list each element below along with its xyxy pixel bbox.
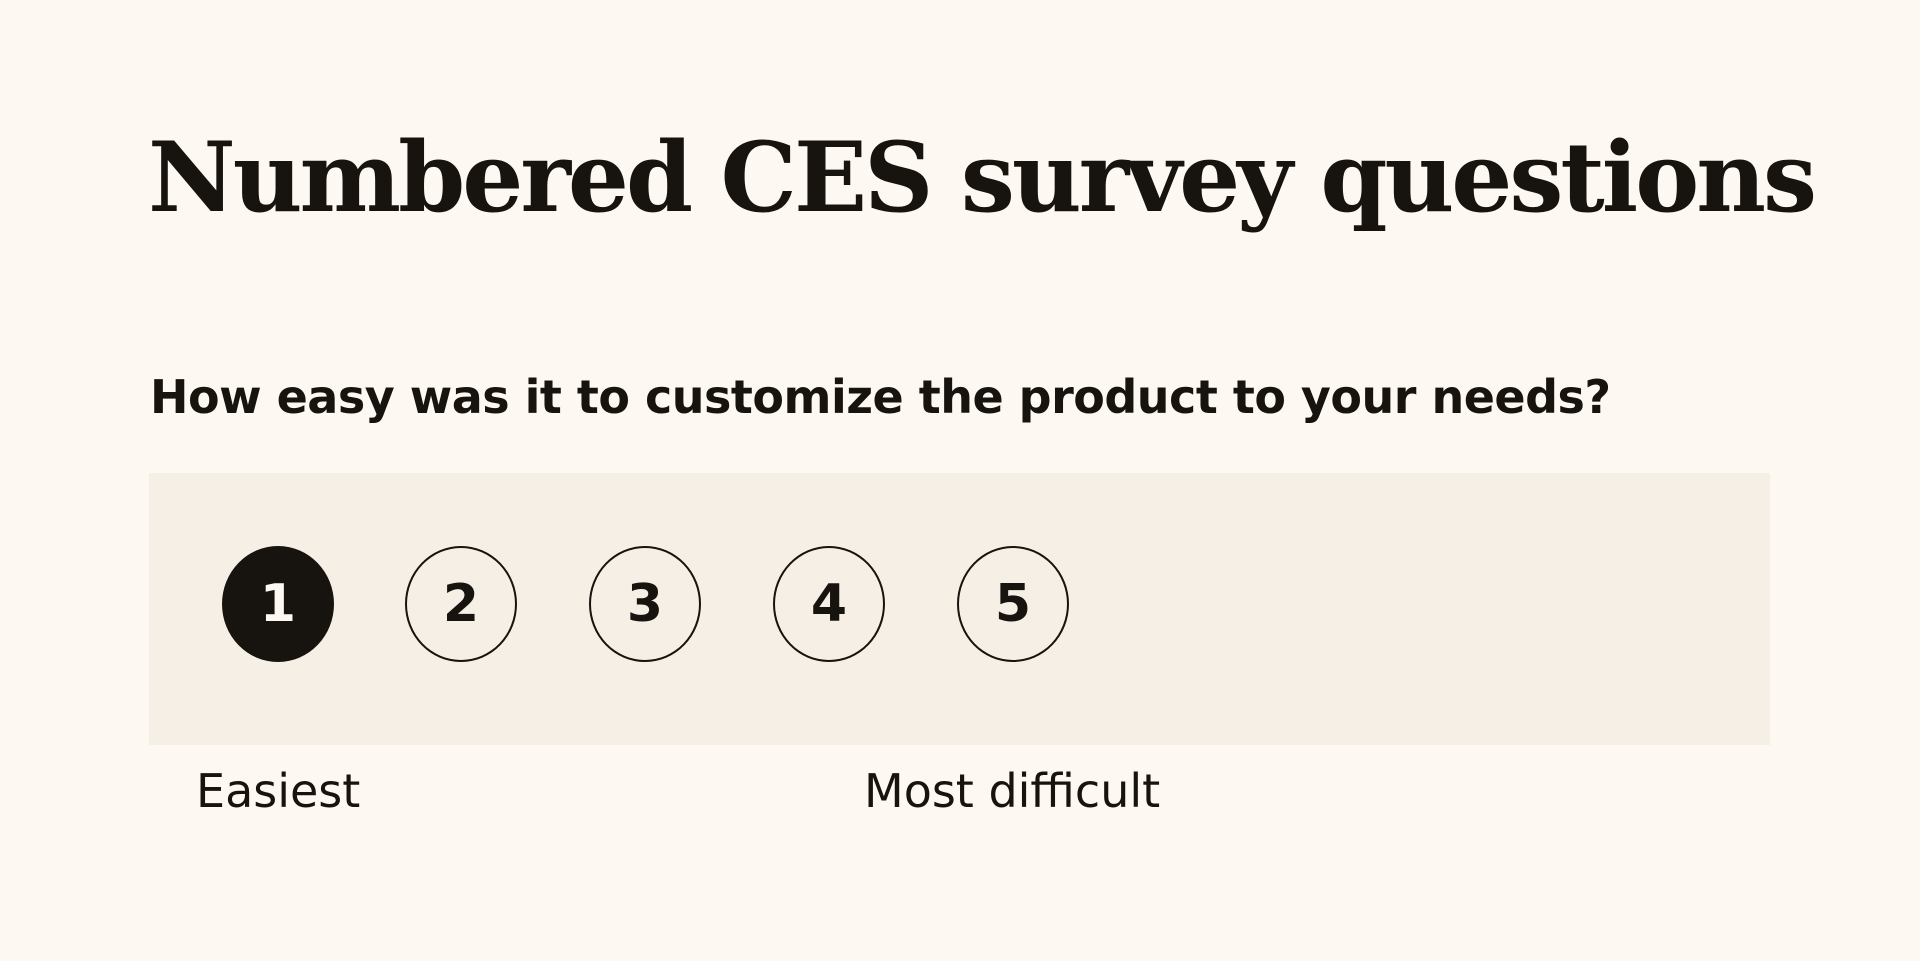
survey-question: How easy was it to customize the product… [150,370,1611,424]
rating-option-4[interactable]: 4 [773,546,885,662]
rating-option-5[interactable]: 5 [957,546,1069,662]
scale-label-most-difficult: Most difficult [864,764,1161,818]
rating-option-3[interactable]: 3 [589,546,701,662]
rating-option-1[interactable]: 1 [222,546,334,662]
page-title: Numbered CES survey questions [148,121,1817,234]
rating-option-2[interactable]: 2 [405,546,517,662]
rating-scale-panel: 1 2 3 4 5 [149,473,1770,745]
scale-label-easiest: Easiest [196,764,361,818]
